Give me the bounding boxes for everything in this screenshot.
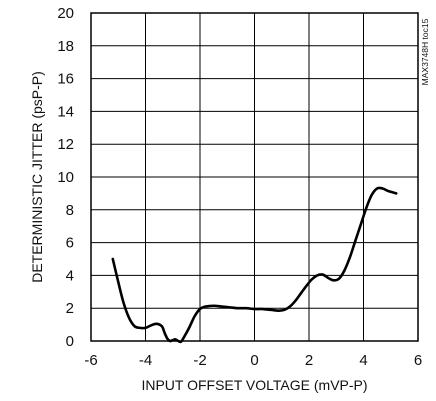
x-tick-label: 2 <box>305 352 313 369</box>
y-tick-label: 20 <box>57 5 74 22</box>
x-tick-label: -2 <box>193 352 206 369</box>
x-tick-label: 4 <box>359 352 367 369</box>
y-tick-label: 14 <box>57 103 74 120</box>
y-tick-label: 0 <box>66 333 74 350</box>
x-tick-label: -4 <box>139 352 152 369</box>
series-line <box>111 186 398 344</box>
y-tick-label: 4 <box>66 267 74 284</box>
y-tick-label: 16 <box>57 71 74 88</box>
y-tick-label: 10 <box>57 169 74 186</box>
y-tick-label: 18 <box>57 38 74 55</box>
y-axis-label: DETERMINISTIC JITTER (psP-P) <box>29 71 45 283</box>
x-tick-label: 6 <box>414 352 422 369</box>
x-tick-labels: -6 -4 -2 0 2 4 6 <box>84 352 422 369</box>
plot-frame <box>90 12 419 342</box>
y-tick-label: 12 <box>57 136 74 153</box>
y-tick-labels: 0 2 4 6 8 10 12 14 16 18 20 <box>57 5 74 350</box>
x-axis-label: INPUT OFFSET VOLTAGE (mVP-P) <box>141 377 367 393</box>
figure-id-note: MAX3748H toc15 <box>420 18 430 85</box>
x-tick-label: 0 <box>250 352 258 369</box>
plot-grid <box>90 12 419 342</box>
y-tick-label: 8 <box>66 202 74 219</box>
y-tick-label: 2 <box>66 300 74 317</box>
y-tick-label: 6 <box>66 235 74 252</box>
x-tick-label: -6 <box>84 352 97 369</box>
